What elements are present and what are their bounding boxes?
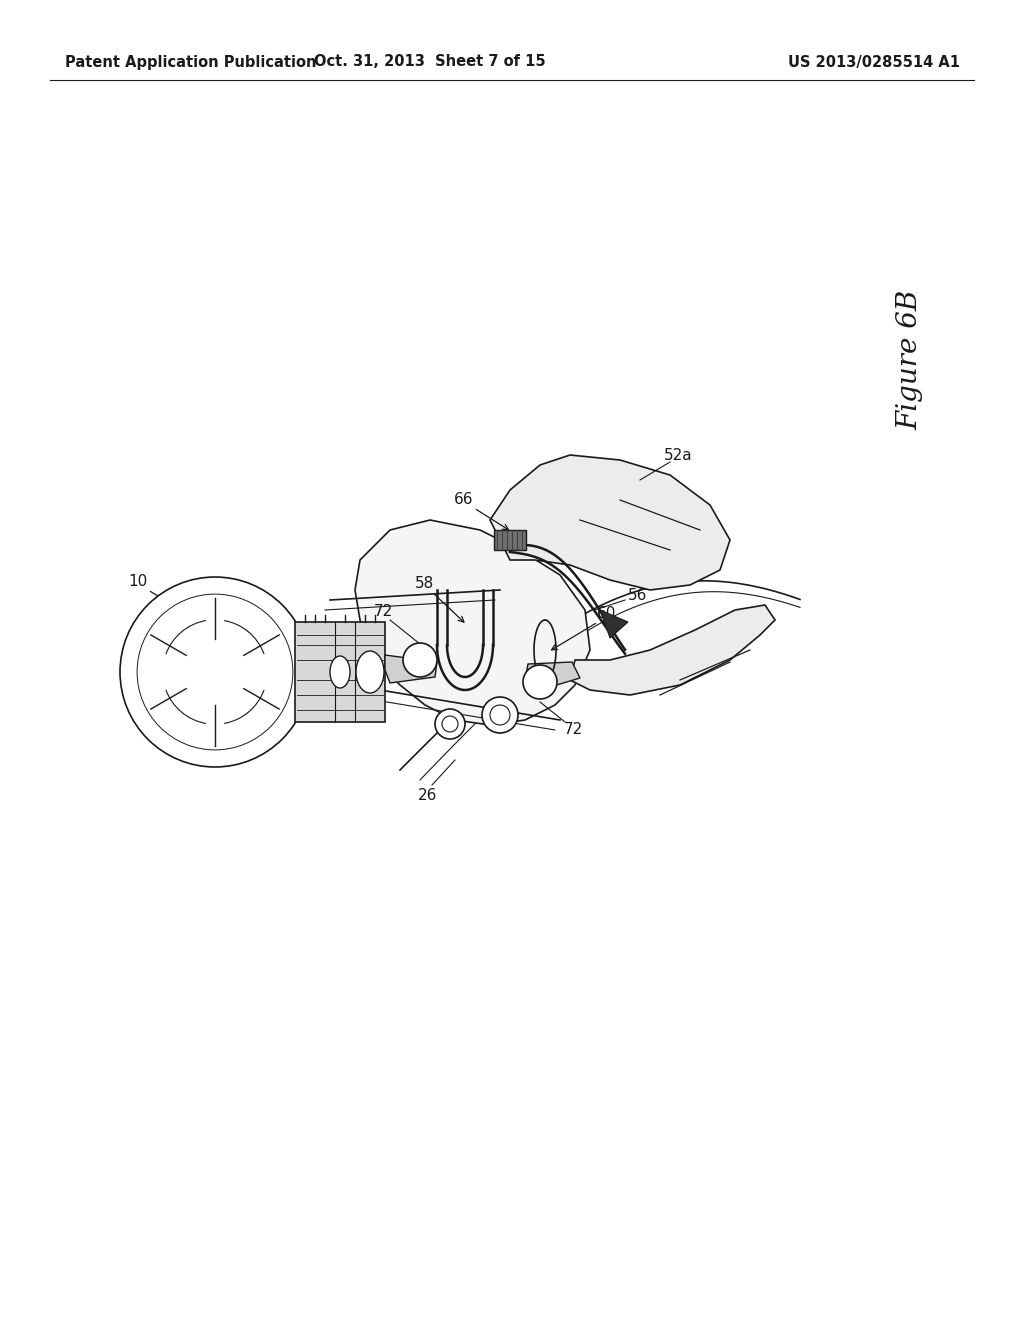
Text: 58: 58 [416, 577, 434, 591]
Ellipse shape [356, 651, 384, 693]
Text: 28: 28 [318, 660, 338, 676]
Circle shape [482, 697, 518, 733]
Circle shape [403, 643, 437, 677]
Ellipse shape [330, 656, 350, 688]
Circle shape [137, 594, 293, 750]
Text: 10: 10 [128, 574, 147, 590]
Polygon shape [600, 610, 628, 638]
Circle shape [435, 709, 465, 739]
Polygon shape [525, 663, 580, 690]
Text: US 2013/0285514 A1: US 2013/0285514 A1 [788, 54, 961, 70]
Text: 72: 72 [563, 722, 583, 738]
Text: 26: 26 [419, 788, 437, 803]
Polygon shape [570, 605, 775, 696]
Polygon shape [385, 655, 437, 682]
Bar [494, 531, 526, 550]
Text: Patent Application Publication: Patent Application Publication [65, 54, 316, 70]
Polygon shape [355, 520, 590, 725]
Text: 52a: 52a [664, 447, 692, 462]
Polygon shape [490, 455, 730, 590]
Text: Figure 6B: Figure 6B [896, 290, 924, 430]
Bar [295, 622, 385, 722]
Text: 66: 66 [455, 492, 474, 507]
Circle shape [523, 665, 557, 700]
Text: 56: 56 [629, 589, 648, 603]
Text: 72: 72 [374, 605, 392, 619]
Text: 60: 60 [597, 606, 616, 622]
Circle shape [120, 577, 310, 767]
Circle shape [442, 715, 458, 733]
Circle shape [490, 705, 510, 725]
Text: Oct. 31, 2013  Sheet 7 of 15: Oct. 31, 2013 Sheet 7 of 15 [314, 54, 546, 70]
